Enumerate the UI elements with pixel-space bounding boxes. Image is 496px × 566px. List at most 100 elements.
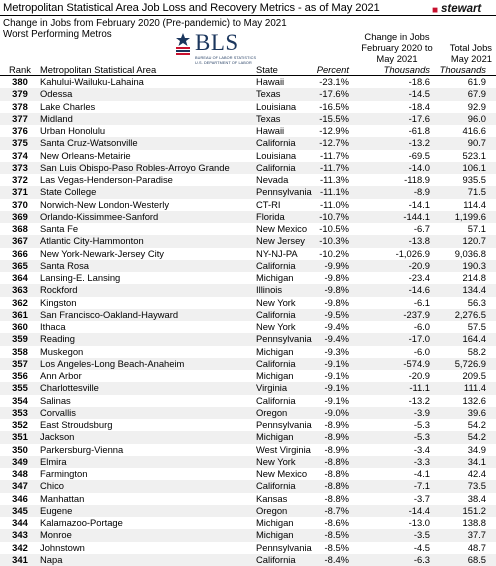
thousands-cell: -14.0	[408, 161, 430, 173]
state-cell: Pennsylvania	[256, 186, 312, 198]
rank-cell: 379	[12, 88, 28, 100]
total-thousands-header: Thousands	[439, 64, 486, 75]
area-cell: Santa Fe	[40, 223, 79, 234]
thousands-cell: -3.4	[413, 443, 430, 455]
table-row: 374 New Orleans-Metairie Louisiana -11.7% -6…	[0, 150, 496, 162]
area-cell: Midland	[40, 112, 73, 124]
thousands-cell: -13.0	[408, 517, 430, 528]
change-group-header: Change in Jobs February 2020 to May 2021	[347, 31, 447, 65]
rank-cell: 352	[12, 419, 28, 430]
table-row: 365 Santa Rosa California -9.9% -20.9 190.3	[0, 259, 496, 272]
area-cell: Kahului-Wailuku-Lahaina	[40, 76, 144, 87]
percent-cell: -9.9%	[324, 259, 350, 271]
state-cell: Hawaii	[256, 76, 285, 87]
state-cell: California	[256, 553, 296, 565]
percent-cell: -10.5%	[319, 223, 349, 234]
total-jobs-cell: 523.1	[462, 149, 486, 161]
table-row: 351 Jackson Michigan -8.9% -5.3 54.2	[0, 431, 496, 444]
percent-cell: -8.5%	[324, 529, 350, 541]
rank-cell: 360	[12, 321, 28, 332]
state-cell: Oregon	[256, 406, 288, 418]
percent-cell: -8.9%	[324, 419, 350, 430]
rank-cell: 369	[12, 210, 28, 222]
thousands-cell: -574.9	[403, 357, 430, 369]
total-jobs-cell: 39.6	[467, 406, 486, 418]
state-cell: California	[256, 137, 296, 149]
thousands-cell: -14.6	[408, 284, 430, 296]
area-cell: Manhattan	[40, 492, 85, 504]
state-header: State	[256, 64, 278, 75]
area-cell: Parkersburg-Vienna	[40, 443, 124, 455]
thousands-cell: -1,026.9	[395, 247, 430, 259]
total-jobs-cell: 48.7	[467, 541, 486, 553]
rank-cell: 361	[12, 308, 28, 320]
total-jobs-cell: 42.4	[467, 468, 486, 479]
rank-cell: 378	[12, 100, 28, 112]
area-cell: Lansing-E. Lansing	[40, 272, 121, 283]
table-row: 379 Odessa Texas -17.6% -14.5 67.9	[0, 88, 496, 101]
table-row: 347 Chico California -8.8% -7.1 73.5	[0, 480, 496, 493]
total-jobs-cell: 56.3	[467, 296, 486, 308]
table-row: 364 Lansing-E. Lansing Michigan -9.8% -23.4 2…	[0, 272, 496, 284]
thousands-cell: -13.2	[408, 394, 430, 406]
state-cell: New York	[256, 455, 296, 467]
area-cell: Rockford	[40, 284, 78, 296]
rank-cell: 376	[12, 125, 28, 136]
thousands-cell: -118.9	[404, 174, 430, 185]
table-row: 356 Ann Arbor Michigan -9.1% -20.9 209.5	[0, 370, 496, 382]
percent-cell: -8.8%	[324, 492, 350, 504]
table-row: 355 Charlottesville Virginia -9.1% -11.1 111.…	[0, 382, 496, 395]
rank-cell: 364	[12, 272, 28, 283]
table-row: 342 Johnstown Pennsylvania -8.5% -4.5 48.7	[0, 542, 496, 554]
thousands-cell: -3.3	[413, 455, 430, 467]
total-jobs-cell: 138.8	[462, 517, 486, 528]
total-jobs-cell: 416.6	[462, 125, 486, 136]
state-cell: Kansas	[256, 492, 288, 504]
thousands-cell: -5.3	[413, 431, 430, 443]
thousands-cell: -14.5	[408, 88, 430, 100]
percent-header: Percent	[316, 64, 349, 75]
bls-seal-icon	[176, 33, 190, 55]
thousands-cell: -14.1	[408, 198, 430, 210]
total-jobs-cell: 54.2	[467, 431, 486, 443]
table-row: 362 Kingston New York -9.8% -6.1 56.3	[0, 297, 496, 309]
thousands-cell: -6.1	[413, 296, 430, 308]
thousands-cell: -144.1	[403, 210, 430, 222]
percent-cell: -8.8%	[324, 480, 350, 492]
percent-cell: -9.1%	[324, 394, 350, 406]
rank-cell: 366	[12, 247, 28, 259]
state-cell: Michigan	[256, 517, 294, 528]
total-jobs-cell: 164.4	[462, 333, 486, 345]
percent-cell: -9.1%	[324, 370, 350, 381]
area-cell: Kingston	[40, 296, 77, 308]
state-cell: California	[256, 357, 296, 369]
percent-cell: -11.0%	[319, 198, 349, 210]
rank-cell: 356	[12, 370, 28, 381]
total-jobs-cell: 132.6	[462, 394, 486, 406]
percent-cell: -23.1%	[319, 76, 349, 87]
table-row: 344 Kalamazoo-Portage Michigan -8.6% -13.0 13…	[0, 517, 496, 529]
thousands-cell: -13.8	[408, 235, 430, 247]
state-cell: Texas	[256, 88, 281, 100]
state-cell: California	[256, 259, 296, 271]
percent-cell: -9.3%	[324, 345, 350, 357]
total-jobs-cell: 114.4	[463, 198, 486, 210]
rank-cell: 347	[12, 480, 28, 492]
total-jobs-cell: 34.9	[467, 443, 486, 455]
percent-cell: -10.3%	[319, 235, 349, 247]
thousands-cell: -6.3	[413, 553, 430, 565]
table-row: 341 Napa California -8.4% -6.3 68.5	[0, 553, 496, 566]
total-jobs-cell: 111.4	[463, 382, 486, 394]
table-row: 363 Rockford Illinois -9.8% -14.6 134.4	[0, 284, 496, 297]
state-cell: Michigan	[256, 345, 294, 357]
percent-cell: -8.8%	[324, 468, 350, 479]
area-cell: Orlando-Kissimmee-Sanford	[40, 210, 159, 222]
area-cell: Salinas	[40, 394, 71, 406]
rank-cell: 346	[12, 492, 28, 504]
rank-cell: 374	[12, 149, 28, 161]
state-cell: Illinois	[256, 284, 283, 296]
percent-cell: -9.8%	[324, 284, 350, 296]
area-cell: San Francisco-Oakland-Hayward	[40, 308, 179, 320]
state-cell: Pennsylvania	[256, 419, 312, 430]
total-jobs-header: Total Jobs May 2021	[436, 42, 492, 64]
